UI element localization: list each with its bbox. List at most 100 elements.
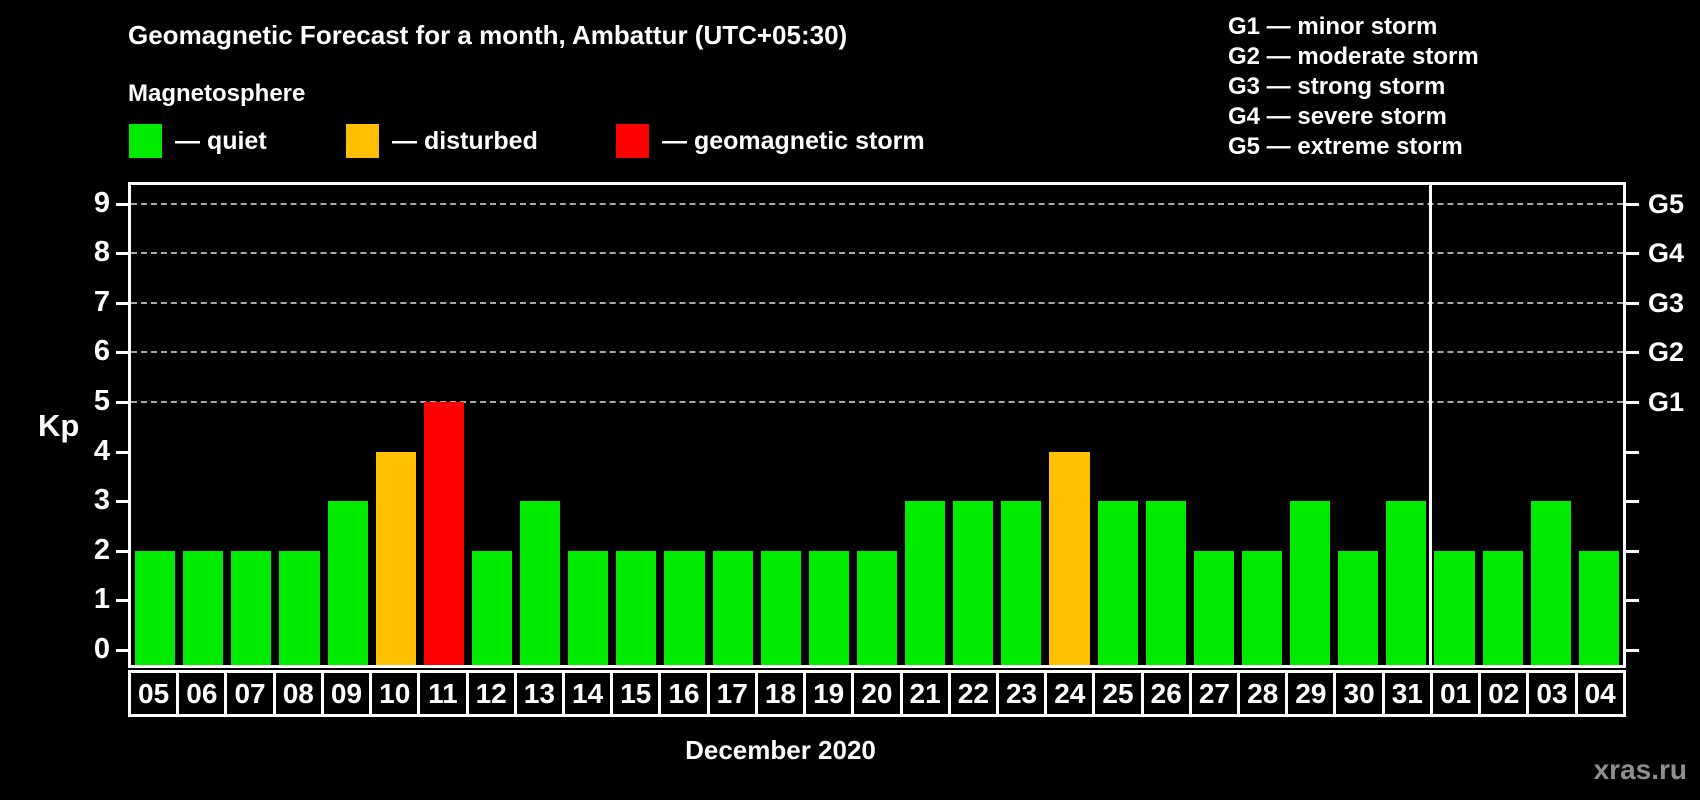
- right-tick-kp9: [1626, 202, 1639, 206]
- right-tick-kp2: [1626, 549, 1639, 553]
- date-cell-30: 30: [1336, 673, 1385, 714]
- right-tick-kp1: [1626, 599, 1639, 603]
- y-axis-tick-label-2: 2: [93, 533, 110, 566]
- kp-bar-day-26: [1145, 501, 1186, 665]
- kp-bar-day-08: [279, 550, 320, 665]
- date-cell-02: 02: [1481, 673, 1530, 714]
- date-cell-04: 04: [1584, 677, 1616, 709]
- date-cell-01: 01: [1433, 673, 1482, 714]
- gridline-kp8: [131, 252, 1623, 255]
- left-tick-kp4: [116, 450, 128, 454]
- y-axis-tick-label-6: 6: [93, 335, 110, 368]
- g-scale-legend-item: G5 — extreme storm: [1228, 133, 1463, 160]
- right-tick-kp4: [1626, 450, 1639, 454]
- kp-bar-day-05: [135, 550, 176, 665]
- right-axis-label-G3: G3: [1648, 287, 1685, 318]
- kp-bar-day-09: [327, 501, 368, 665]
- quiet-color-swatch: [129, 124, 162, 158]
- kp-bar-day-16: [664, 550, 705, 665]
- date-cell-14: 14: [565, 673, 614, 714]
- left-tick-kp1: [116, 599, 128, 603]
- right-tick-kp0: [1626, 649, 1639, 652]
- y-axis-tick-label-1: 1: [93, 583, 110, 616]
- x-axis-date-row: 05 06 07 08 09 10 11 12 13 14 15 16 17 18 19 20 21 22 23 24…: [128, 670, 1626, 717]
- kp-bar-day-01: [1434, 550, 1475, 665]
- legend-label-storm: — geomagnetic storm: [662, 126, 925, 155]
- gridline-kp6: [131, 351, 1623, 354]
- kp-bar-day-27: [1193, 550, 1234, 665]
- gridline-kp5: [131, 401, 1623, 403]
- x-axis-month-label: December 2020: [685, 735, 876, 765]
- kp-bar-day-14: [568, 550, 609, 665]
- date-cell-21: 21: [903, 673, 951, 714]
- legend-item-storm: — geomagnetic storm: [616, 124, 925, 158]
- kp-bar-day-11: [423, 402, 464, 665]
- g-scale-legend-item: G1 — minor storm: [1228, 13, 1438, 40]
- y-axis-tick-label-7: 7: [93, 285, 110, 318]
- date-cell-16: 16: [661, 673, 710, 714]
- kp-bar-day-20: [856, 550, 898, 665]
- kp-bar-day-22: [953, 501, 994, 665]
- y-axis-tick-label-8: 8: [93, 236, 110, 269]
- date-cell-10: 10: [372, 673, 421, 714]
- legend-label-disturbed: — disturbed: [392, 126, 538, 155]
- legend-item-disturbed: — disturbed: [346, 124, 538, 158]
- left-tick-kp2: [116, 549, 128, 553]
- kp-bar-day-12: [471, 550, 513, 665]
- y-axis-tick-label-4: 4: [93, 434, 110, 467]
- kp-bar-day-25: [1097, 501, 1138, 665]
- date-cell-20: 20: [854, 673, 903, 714]
- kp-bar-day-21: [905, 501, 946, 665]
- storm-color-swatch: [616, 124, 649, 158]
- date-cell-06: 06: [179, 673, 228, 714]
- kp-bar-day-28: [1241, 550, 1283, 665]
- date-cell-27: 27: [1192, 673, 1241, 714]
- kp-bar-day-13: [520, 501, 561, 665]
- kp-bar-day-15: [616, 550, 657, 665]
- kp-bar-day-03: [1530, 501, 1571, 665]
- g-scale-legend-item: G3 — strong storm: [1228, 73, 1446, 100]
- g-scale-legend-item: G4 — severe storm: [1228, 103, 1447, 130]
- right-axis-label-G5: G5: [1648, 188, 1685, 219]
- right-axis-label-G1: G1: [1648, 387, 1685, 417]
- left-tick-kp7: [116, 301, 128, 305]
- kp-bar-day-10: [375, 451, 416, 665]
- kp-bar-day-23: [1001, 501, 1042, 665]
- y-axis-tick-label-9: 9: [93, 186, 110, 219]
- date-cell-09: 09: [324, 673, 373, 714]
- kp-bar-day-18: [760, 550, 801, 665]
- legend-label-quiet: — quiet: [175, 126, 267, 155]
- legend-item-quiet: — quiet: [129, 124, 267, 158]
- magnetosphere-label: Magnetosphere: [128, 80, 306, 107]
- date-cell-17: 17: [710, 673, 758, 714]
- date-cell-29: 29: [1288, 673, 1337, 714]
- date-cell-08: 08: [276, 673, 324, 714]
- date-cell-22: 22: [951, 673, 999, 714]
- left-tick-kp8: [116, 252, 128, 256]
- right-axis-label-G4: G4: [1648, 238, 1685, 269]
- kp-bar-day-07: [231, 550, 272, 665]
- date-cell-31: 31: [1385, 673, 1433, 714]
- y-axis-tick-label-3: 3: [93, 484, 110, 517]
- month-separator-line: [1428, 185, 1432, 665]
- left-tick-kp0: [116, 649, 128, 652]
- right-axis-label-G2: G2: [1648, 337, 1685, 368]
- kp-bar-day-31: [1386, 501, 1427, 665]
- left-tick-kp5: [116, 401, 128, 404]
- kp-bar-day-02: [1482, 550, 1523, 665]
- date-cell-25: 25: [1095, 673, 1144, 714]
- left-tick-kp3: [116, 500, 128, 504]
- g-scale-legend-item: G2 — moderate storm: [1228, 43, 1479, 70]
- kp-bar-day-04: [1578, 550, 1619, 665]
- g-scale-legend: G1 — minor storm G2 — moderate storm G3 — …: [1228, 12, 1479, 162]
- date-cell-19: 19: [806, 673, 855, 714]
- date-cell-11: 11: [420, 673, 469, 714]
- date-cell-28: 28: [1240, 673, 1289, 714]
- date-cell-15: 15: [613, 673, 662, 714]
- right-tick-kp8: [1626, 252, 1639, 256]
- kp-bar-day-19: [808, 550, 849, 665]
- left-tick-kp6: [116, 351, 128, 355]
- kp-bar-day-06: [183, 550, 224, 665]
- left-tick-kp9: [116, 202, 128, 206]
